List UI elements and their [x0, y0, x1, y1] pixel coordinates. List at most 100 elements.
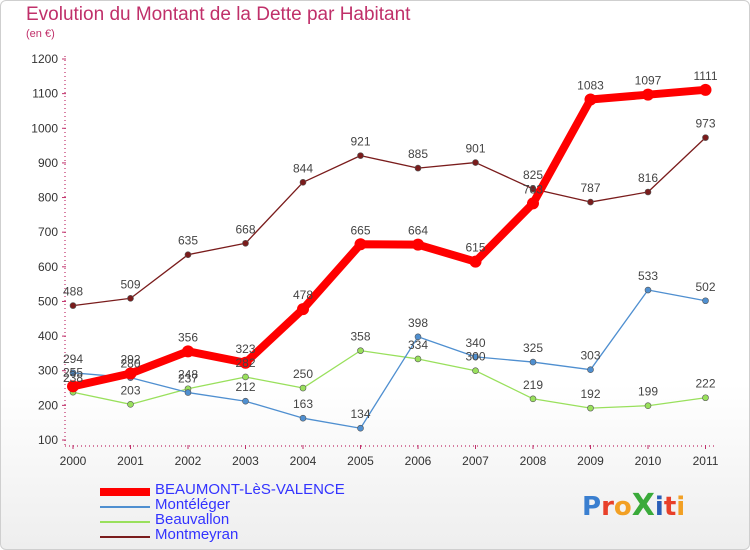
y-tick-label: 800 — [38, 191, 58, 205]
data-label: 248 — [178, 368, 198, 382]
series-point-0 — [642, 88, 654, 101]
y-tick-label: 200 — [38, 398, 58, 412]
data-label: 1097 — [635, 74, 662, 88]
data-label: 250 — [293, 367, 313, 381]
series-point-0 — [527, 197, 539, 210]
x-tick-label: 2011 — [693, 454, 719, 468]
series-point-2 — [587, 404, 594, 412]
series-point-3 — [127, 295, 134, 302]
logo-letter: i — [654, 492, 664, 522]
series-point-3 — [644, 188, 652, 196]
logo-letter: t — [663, 492, 677, 522]
logo-letter: i — [676, 492, 686, 522]
legend-swatch — [100, 488, 150, 496]
series-point-1 — [242, 397, 249, 405]
series-point-1 — [472, 353, 479, 361]
series-line-1 — [72, 289, 707, 429]
series-point-3 — [69, 302, 77, 309]
series-point-0 — [469, 255, 482, 268]
series-point-3 — [299, 179, 307, 186]
series-point-2 — [702, 394, 709, 402]
data-label: 199 — [638, 385, 658, 399]
data-label: 163 — [293, 397, 313, 411]
data-label: 816 — [638, 171, 658, 185]
chart-subtitle: (en €) — [26, 28, 55, 40]
series-point-1 — [644, 286, 652, 294]
logo-letter: r — [601, 492, 614, 522]
data-label: 844 — [293, 161, 313, 175]
series-point-1 — [702, 297, 709, 305]
y-tick-label: 400 — [38, 329, 58, 343]
x-tick-label: 2004 — [290, 454, 317, 468]
series-line-2 — [72, 349, 707, 409]
y-tick-label: 600 — [38, 260, 58, 274]
data-label: 356 — [178, 330, 198, 344]
series-point-3 — [529, 185, 537, 193]
x-tick-label: 2009 — [577, 454, 604, 468]
data-label: 280 — [120, 357, 140, 371]
data-label: 237 — [178, 372, 198, 386]
data-label: 323 — [235, 342, 255, 356]
series-point-2 — [357, 347, 364, 354]
legend-label: Beauvallon — [155, 511, 230, 528]
y-tick-label: 1100 — [32, 87, 58, 101]
series-point-0 — [182, 345, 194, 358]
data-label: 192 — [580, 387, 600, 401]
series-point-2 — [529, 395, 537, 403]
data-label: 292 — [120, 352, 140, 366]
logo-letter: o — [613, 492, 632, 522]
series-point-3 — [414, 164, 422, 172]
series-point-0 — [354, 238, 367, 251]
series-point-0 — [124, 367, 137, 380]
data-label: 282 — [235, 356, 255, 370]
data-label: 294 — [63, 352, 83, 366]
legend-label: Montmeyran — [155, 526, 239, 543]
data-label: 300 — [465, 350, 485, 364]
series-point-3 — [587, 198, 594, 206]
data-label: 502 — [695, 280, 715, 294]
series-point-2 — [414, 355, 422, 363]
data-label: 212 — [235, 380, 255, 394]
y-tick-label: 900 — [38, 156, 58, 170]
series-point-1 — [414, 333, 422, 341]
x-tick-label: 2010 — [635, 454, 662, 468]
data-label: 664 — [408, 224, 428, 238]
series-point-1 — [184, 389, 192, 396]
legend-swatch — [100, 506, 150, 508]
data-label: 885 — [408, 147, 428, 161]
y-tick-label: 1000 — [31, 121, 58, 135]
series-line-3 — [72, 136, 707, 307]
legend-label: BEAUMONT-LèS-VALENCE — [155, 481, 345, 498]
logo-letter: X — [631, 488, 655, 523]
data-label: 783 — [523, 182, 543, 196]
series-point-1 — [357, 424, 364, 432]
series-point-3 — [702, 134, 709, 141]
series-point-0 — [67, 380, 79, 393]
data-label: 478 — [293, 288, 313, 302]
series-point-1 — [587, 366, 594, 373]
x-tick-label: 2006 — [405, 454, 432, 468]
series-point-2 — [644, 402, 652, 410]
legend-swatch — [100, 521, 150, 523]
x-tick-label: 2007 — [462, 454, 489, 468]
data-label: 219 — [523, 378, 543, 392]
chart-title: Evolution du Montant de la Dette par Hab… — [26, 4, 411, 25]
data-label: 340 — [465, 336, 485, 350]
series-point-1 — [69, 369, 77, 377]
data-label: 325 — [523, 341, 543, 355]
series-point-1 — [529, 358, 537, 366]
legend-swatch — [100, 536, 150, 538]
x-tick-label: 2001 — [117, 454, 144, 468]
data-label: 825 — [523, 168, 543, 182]
series-point-3 — [242, 239, 249, 247]
data-label: 665 — [350, 223, 370, 237]
data-label: 334 — [408, 338, 428, 352]
data-label: 398 — [408, 316, 428, 330]
y-tick-label: 1200 — [31, 52, 58, 66]
series-point-3 — [357, 152, 364, 159]
series-point-2 — [472, 367, 479, 375]
x-tick-label: 2002 — [175, 454, 202, 468]
series-point-0 — [297, 303, 309, 316]
series-point-0 — [239, 356, 252, 369]
